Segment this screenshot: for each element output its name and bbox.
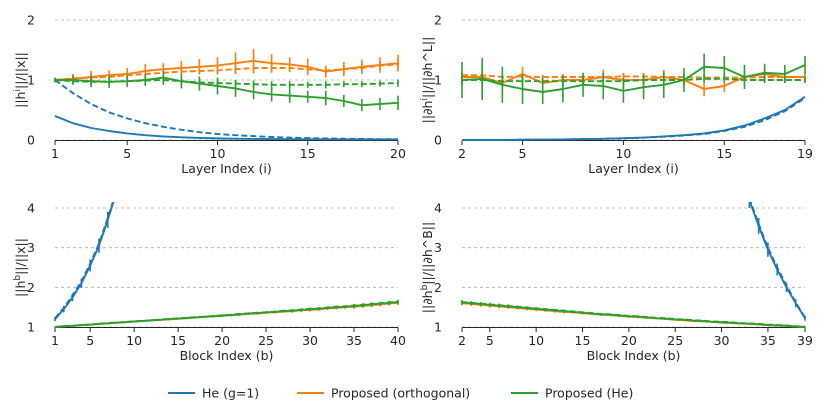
- x-tick-label-15: 15: [716, 146, 732, 161]
- series-he-g-1-dashed: [54, 202, 114, 319]
- y-tick-label-1: 1: [27, 73, 35, 88]
- legend-label-proposed-he: Proposed (He): [545, 386, 633, 401]
- x-tick-label-19: 19: [797, 146, 813, 161]
- y-axis-label: ||hb||/||x||: [13, 238, 28, 297]
- series-proposed-he-dashed-line: [54, 300, 399, 328]
- y-tick-label-0: 0: [434, 133, 442, 148]
- series-proposed-orthogonal-dashed-line: [54, 63, 399, 81]
- legend-label-he: He (g=1): [202, 386, 259, 401]
- series-proposed-he-dashed-line: [461, 301, 806, 328]
- plot-area: [461, 202, 806, 328]
- x-tick-label-30: 30: [714, 333, 730, 348]
- series-he-g-1-solid-line: [54, 115, 398, 141]
- series-proposed-orthogonal-dashed-line: [462, 74, 805, 79]
- y-tick-label-1: 1: [434, 73, 442, 88]
- series-proposed-orthogonal-dashed: [54, 59, 399, 82]
- plot-area: [54, 202, 399, 328]
- x-tick-label-35: 35: [760, 333, 776, 348]
- x-axis-label: Block Index (b): [587, 348, 681, 363]
- x-tick-label-10: 10: [126, 333, 142, 348]
- y-tick-label-2: 2: [434, 280, 442, 295]
- series-proposed-he-dashed: [461, 301, 806, 328]
- legend-item-orthogonal: Proposed (orthogonal): [297, 386, 470, 401]
- legend-label-orthogonal: Proposed (orthogonal): [331, 386, 470, 401]
- x-tick-label-20: 20: [390, 146, 406, 161]
- series-proposed-he-solid-line: [461, 64, 806, 93]
- x-tick-label-20: 20: [621, 333, 637, 348]
- x-tick-label-15: 15: [300, 146, 316, 161]
- y-tick-label-2: 2: [434, 13, 442, 28]
- y-axis-label: ||∂hb||/||∂h^B||: [420, 222, 435, 313]
- legend-item-he: He (g=1): [168, 386, 259, 401]
- series-proposed-he-dashed: [461, 75, 806, 86]
- x-tick-label-10: 10: [615, 146, 631, 161]
- x-tick-label-1: 1: [51, 146, 59, 161]
- x-tick-label-5: 5: [123, 146, 131, 161]
- legend: He (g=1) Proposed (orthogonal) Proposed …: [168, 386, 633, 401]
- series-he-g-1-solid: [462, 96, 806, 141]
- series-he-g-1-solid-line: [54, 202, 115, 320]
- x-tick-label-39: 39: [797, 333, 813, 348]
- series-he-g-1-solid: [748, 202, 806, 321]
- series-he-g-1-dashed: [54, 79, 399, 141]
- x-axis-label: Layer Index (i): [588, 161, 678, 176]
- y-tick-label-2: 2: [27, 13, 35, 28]
- x-tick-label-2: 2: [458, 333, 466, 348]
- x-tick-label-15: 15: [575, 333, 591, 348]
- y-tick-label-1: 1: [434, 320, 442, 335]
- y-axis-label: ||∂hi||/||∂h^L||: [420, 37, 435, 124]
- x-tick-label-1: 1: [51, 333, 59, 348]
- x-tick-label-40: 40: [390, 333, 406, 348]
- panel-top-right: 0 1 2 2 5 10 15 19 Layer Index (i) ||∂hi||/||∂h^L…: [420, 13, 813, 177]
- y-tick-label-2: 2: [27, 280, 35, 295]
- series-he-g-1-solid: [54, 115, 398, 141]
- x-tick-label-10: 10: [528, 333, 544, 348]
- x-tick-label-5: 5: [86, 333, 94, 348]
- series-proposed-he-dashed: [54, 300, 399, 328]
- series-he-g-1-dashed-line: [462, 97, 806, 141]
- plot-area: [461, 53, 806, 141]
- series-proposed-he-solid: [54, 299, 399, 328]
- series-he-g-1-dashed-line: [54, 79, 399, 141]
- legend-item-proposed-he: Proposed (He): [511, 386, 633, 401]
- y-tick-label-3: 3: [27, 240, 35, 255]
- series-he-g-1-dashed-line: [749, 202, 806, 318]
- series-proposed-orthogonal-solid-line: [54, 59, 399, 81]
- x-tick-label-10: 10: [210, 146, 226, 161]
- x-axis-label: Block Index (b): [180, 348, 274, 363]
- x-tick-label-20: 20: [214, 333, 230, 348]
- plot-area: [54, 48, 399, 141]
- series-he-g-1-solid-line: [462, 96, 806, 141]
- x-tick-label-15: 15: [170, 333, 186, 348]
- series-he-g-1-dashed: [462, 97, 806, 141]
- x-tick-label-30: 30: [302, 333, 318, 348]
- x-axis-label: Layer Index (i): [181, 161, 271, 176]
- y-tick-label-3: 3: [434, 240, 442, 255]
- series-proposed-he-dashed-line: [462, 77, 805, 83]
- series-proposed-he-solid-line: [55, 76, 399, 107]
- series-proposed-he-solid: [54, 70, 399, 112]
- series-proposed-he-dashed: [54, 76, 399, 89]
- series-he-g-1-solid-line: [749, 202, 806, 319]
- y-axis-label: ||hi||/||x||: [13, 52, 28, 108]
- x-tick-label-5: 5: [519, 146, 527, 161]
- y-tick-label-4: 4: [434, 201, 442, 216]
- x-tick-label-5: 5: [486, 333, 494, 348]
- series-proposed-he-dashed-line: [54, 79, 399, 86]
- x-tick-label-2: 2: [458, 146, 466, 161]
- y-tick-label-0: 0: [27, 133, 35, 148]
- x-tick-label-25: 25: [667, 333, 683, 348]
- series-he-g-1-dashed: [749, 202, 806, 318]
- y-tick-label-4: 4: [27, 201, 35, 216]
- y-tick-label-1: 1: [27, 320, 35, 335]
- x-tick-label-35: 35: [346, 333, 362, 348]
- x-tick-label-25: 25: [258, 333, 274, 348]
- series-he-g-1-dashed-line: [54, 202, 114, 319]
- series-he-g-1-solid: [54, 202, 115, 322]
- series-proposed-orthogonal-solid: [54, 48, 399, 84]
